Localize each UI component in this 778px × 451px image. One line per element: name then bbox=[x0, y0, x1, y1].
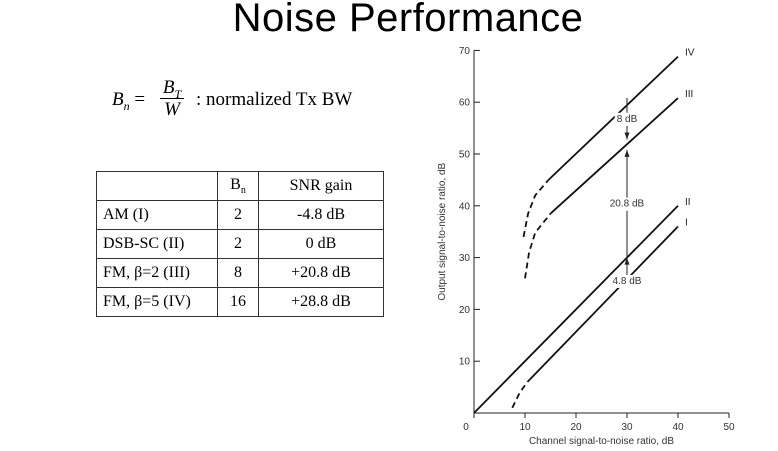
formula-equals: = bbox=[134, 89, 146, 110]
table-row: DSB-SC (II) 2 0 dB bbox=[96, 229, 384, 259]
formula-lhs-sub: n bbox=[123, 98, 130, 113]
table-header-row: Bn SNR gain bbox=[96, 171, 384, 201]
table-row: FM, β=5 (IV) 16 +28.8 dB bbox=[96, 287, 384, 317]
table-cell: 16 bbox=[217, 287, 259, 317]
annotation-label: 20.8 dB bbox=[610, 199, 645, 210]
formula-denominator: W bbox=[164, 99, 180, 120]
table-cell: -4.8 dB bbox=[258, 200, 384, 230]
annotation-label-bg bbox=[607, 197, 647, 211]
table-header-cell bbox=[96, 171, 218, 201]
annotation-arrow-head bbox=[624, 132, 630, 140]
table-header-cell: SNR gain bbox=[258, 171, 384, 201]
formula-lhs: Bn = bbox=[112, 89, 145, 114]
y-tick-label: 10 bbox=[459, 357, 471, 368]
series-label-IV: IV bbox=[685, 48, 695, 59]
annotation-arrow-head bbox=[624, 149, 630, 157]
table-cell: 8 bbox=[217, 258, 259, 288]
annotation-arrow-head bbox=[624, 257, 630, 265]
y-tick-label: 50 bbox=[459, 150, 471, 161]
formula-numerator-sub: T bbox=[174, 86, 182, 101]
series-line-II bbox=[473, 205, 679, 414]
y-tick-label: 30 bbox=[459, 253, 471, 264]
annotation-label: 8 dB bbox=[617, 114, 638, 125]
table-cell: 2 bbox=[217, 200, 259, 230]
x-tick-label: 20 bbox=[570, 422, 582, 433]
table-cell: DSB-SC (II) bbox=[96, 229, 218, 259]
series-line-I bbox=[526, 225, 679, 383]
table-cell: FM, β=2 (III) bbox=[96, 258, 218, 288]
table-row: AM (I) 2 -4.8 dB bbox=[96, 200, 384, 230]
x-tick-label: 50 bbox=[723, 422, 735, 433]
formula-lhs-symbol: B bbox=[112, 89, 124, 110]
table-cell: FM, β=5 (IV) bbox=[96, 287, 218, 317]
table-cell: +20.8 dB bbox=[258, 258, 384, 288]
series-line-IV bbox=[547, 55, 679, 181]
x-axis-label: Channel signal-to-noise ratio, dB bbox=[529, 436, 674, 447]
formula-description: : normalized Tx BW bbox=[196, 89, 353, 110]
slide-title: Noise Performance bbox=[232, 0, 584, 40]
annotation-label: 4.8 dB bbox=[613, 276, 642, 287]
series-threshold-IV bbox=[522, 179, 550, 238]
y-tick-label: 40 bbox=[459, 201, 471, 212]
x-tick-label: 30 bbox=[621, 422, 633, 433]
series-label-II: II bbox=[685, 197, 691, 208]
y-axis-label: Output signal-to-noise ratio, dB bbox=[437, 162, 448, 300]
table-cell: AM (I) bbox=[96, 200, 218, 230]
y-tick-label: 20 bbox=[459, 305, 471, 316]
table-cell: +28.8 dB bbox=[258, 287, 384, 317]
series-label-III: III bbox=[685, 89, 693, 100]
y-tick-label: 70 bbox=[459, 46, 471, 57]
formula-fraction: BT W bbox=[160, 77, 184, 120]
series-line-III bbox=[549, 97, 679, 215]
table-header-b-sub: n bbox=[240, 185, 246, 197]
annotation-label-bg bbox=[614, 112, 640, 126]
snr-chart: 0 10 20 30 40 50 10 20 30 40 50 60 70 Channel signal-… bbox=[437, 46, 735, 447]
series-label-I: I bbox=[685, 218, 688, 229]
formula-numerator: BT bbox=[160, 77, 184, 101]
formula-numerator-symbol: B bbox=[162, 77, 175, 98]
table-header-cell: Bn bbox=[217, 171, 259, 201]
x-tick-label: 0 bbox=[463, 422, 469, 433]
snr-gain-table: Bn SNR gain AM (I) 2 -4.8 dB DSB-SC (II)… bbox=[96, 171, 384, 317]
series-threshold-I bbox=[511, 381, 529, 409]
annotation-label-bg bbox=[610, 274, 644, 288]
table-cell: 2 bbox=[217, 229, 259, 259]
series-threshold-III bbox=[524, 213, 552, 279]
y-tick-label: 60 bbox=[459, 98, 471, 109]
x-tick-label: 10 bbox=[519, 422, 531, 433]
table-header-b: B bbox=[230, 175, 241, 193]
table-cell: 0 dB bbox=[258, 229, 384, 259]
x-tick-label: 40 bbox=[672, 422, 684, 433]
table-row: FM, β=2 (III) 8 +20.8 dB bbox=[96, 258, 384, 288]
